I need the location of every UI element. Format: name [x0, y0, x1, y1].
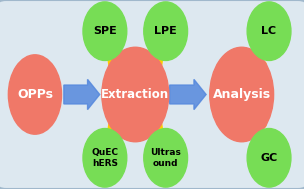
Text: Analysis: Analysis	[212, 88, 271, 101]
Text: QuEC
hERS: QuEC hERS	[92, 148, 118, 167]
Text: SPE: SPE	[93, 26, 117, 36]
Text: LC: LC	[261, 26, 277, 36]
Ellipse shape	[83, 129, 127, 187]
Ellipse shape	[83, 2, 127, 60]
Ellipse shape	[144, 129, 188, 187]
Text: Extraction: Extraction	[101, 88, 169, 101]
Ellipse shape	[247, 2, 291, 60]
Ellipse shape	[9, 55, 61, 134]
Ellipse shape	[210, 47, 274, 142]
FancyArrow shape	[170, 79, 206, 110]
Ellipse shape	[144, 2, 188, 60]
Ellipse shape	[102, 47, 169, 142]
Text: LPE: LPE	[154, 26, 177, 36]
Text: OPPs: OPPs	[17, 88, 53, 101]
FancyArrow shape	[64, 79, 100, 110]
Ellipse shape	[247, 129, 291, 187]
Text: Ultras
ound: Ultras ound	[150, 148, 181, 167]
Text: GC: GC	[261, 153, 278, 163]
